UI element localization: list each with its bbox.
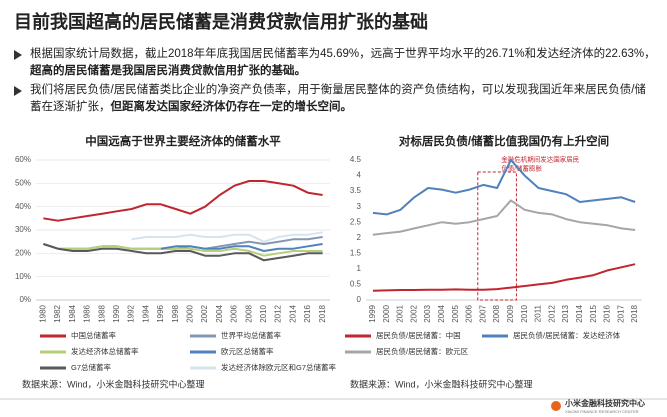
series-line [372, 159, 636, 216]
legend-label: 居民负债/居民储蓄：中国 [376, 330, 461, 340]
bullet-list: 根据国家统计局数据，截止2018年年底我国居民储蓄率为45.69%，远高于世界平… [12, 46, 657, 118]
logo-en: XIAOMI FINANCE RESEARCH CENTER [565, 409, 639, 414]
series-line [131, 231, 323, 243]
legend-label: 居民负债/居民储蓄：欧元区 [376, 346, 469, 356]
y-tick-label: 1.5 [350, 248, 362, 257]
bullet-icon [14, 50, 22, 60]
x-tick-label: 1986 [83, 304, 92, 322]
series-line [43, 243, 323, 257]
annotation: 负债/储蓄膨胀 [501, 164, 542, 173]
bullet-icon [14, 86, 22, 96]
x-tick-label: 2016 [603, 304, 612, 322]
y-tick-label: 0.5 [350, 280, 362, 289]
x-tick-label: 2008 [492, 304, 501, 322]
y-tick-label: 20% [15, 248, 31, 257]
y-tick-label: 0% [19, 295, 31, 304]
legend-label: 发达经济体除欧元区和G7总储蓄率 [221, 362, 337, 372]
x-tick-label: 1996 [156, 304, 165, 322]
bullet-text: 根据国家统计局数据，截止2018年年底我国居民储蓄率为45.69%，远高于世界平… [30, 48, 656, 60]
legend-label: 世界平均总储蓄率 [221, 330, 281, 340]
legend-label: G7总储蓄率 [71, 362, 112, 372]
x-tick-label: 2000 [382, 304, 391, 322]
x-tick-label: 2014 [575, 304, 584, 322]
x-tick-label: 2002 [409, 304, 418, 322]
x-tick-label: 2018 [630, 304, 639, 322]
x-tick-label: 2004 [437, 304, 446, 322]
x-tick-label: 2005 [451, 304, 460, 322]
x-tick-label: 2011 [534, 304, 543, 322]
y-tick-label: 4 [357, 171, 362, 180]
x-tick-label: 2018 [318, 304, 327, 322]
x-tick-label: 2012 [274, 304, 283, 322]
bullet-text: 我们将居民负债/居民储蓄类比企业的净资产负债率，用于衡量居民整体的资产负债结构，… [30, 84, 646, 113]
x-tick-label: 1988 [97, 304, 106, 322]
y-tick-label: 3.5 [350, 186, 362, 195]
x-tick-label: 2006 [230, 304, 239, 322]
series-line [160, 243, 323, 252]
legend-label: 发达经济体总储蓄率 [71, 346, 139, 356]
x-tick-label: 1998 [171, 304, 180, 322]
logo: 小米金融科技研究中心 [564, 398, 645, 408]
x-tick-label: 2010 [520, 304, 529, 322]
x-tick-label: 2008 [244, 304, 253, 322]
series-line [43, 243, 323, 262]
x-tick-label: 2012 [547, 304, 556, 322]
x-tick-label: 2015 [589, 304, 598, 322]
annotation: 金融危机期间发达国家居民 [501, 155, 579, 164]
x-tick-label: 2004 [215, 304, 224, 322]
source: 数据来源：Wind，小米金融科技研究中心整理 [350, 378, 533, 389]
legend-label: 欧元区总储蓄率 [221, 346, 274, 356]
bullet: 我们将居民负债/居民储蓄类比企业的净资产负债率，用于衡量居民整体的资产负债结构，… [12, 82, 657, 116]
x-tick-label: 2006 [465, 304, 474, 322]
x-tick-label: 2007 [478, 304, 487, 322]
y-tick-label: 50% [15, 178, 31, 187]
highlight-box [477, 171, 517, 301]
x-tick-label: 2009 [506, 304, 515, 322]
x-tick-label: 1994 [141, 304, 150, 322]
x-tick-label: 2013 [561, 304, 570, 322]
bullet-bold: 超高的居民储蓄是我国居民消费贷款信用扩张的基础。 [30, 65, 306, 77]
y-tick-label: 60% [15, 155, 31, 164]
x-tick-label: 1982 [53, 304, 62, 322]
y-tick-label: 2 [357, 233, 362, 242]
y-tick-label: 1 [357, 264, 362, 273]
series-line [372, 199, 636, 236]
x-tick-label: 1990 [112, 304, 121, 322]
series-line [372, 263, 636, 292]
x-tick-label: 2010 [259, 304, 268, 322]
x-tick-label: 2016 [303, 304, 312, 322]
source: 数据来源：Wind，小米金融科技研究中心整理 [22, 378, 205, 389]
bullet-bold: 但距离发达国家经济体仍存在一定的增长空间。 [110, 101, 353, 113]
legend-label: 居民负债/居民储蓄：发达经济体 [513, 330, 621, 340]
slide-title: 目前我国超高的居民储蓄是消费贷款信用扩张的基础 [14, 12, 428, 32]
x-tick-label: 2014 [288, 304, 297, 322]
x-tick-label: 2017 [616, 304, 625, 322]
y-tick-label: 2.5 [350, 217, 362, 226]
x-tick-label: 2003 [423, 304, 432, 322]
x-tick-label: 1999 [368, 304, 377, 322]
x-tick-label: 2002 [200, 304, 209, 322]
legend-label: 中国总储蓄率 [71, 330, 116, 340]
x-tick-label: 1992 [127, 304, 136, 322]
chart-title: 对标居民负债/储蓄比值我国仍有上升空间 [399, 134, 609, 148]
y-tick-label: 0 [357, 295, 362, 304]
series-line [43, 180, 323, 222]
chart-title: 中国远高于世界主要经济体的储蓄水平 [85, 134, 281, 148]
y-tick-label: 10% [15, 272, 31, 281]
y-tick-label: 3 [357, 202, 362, 211]
y-tick-label: 40% [15, 202, 31, 211]
x-tick-label: 2001 [396, 304, 405, 322]
y-tick-label: 30% [15, 225, 31, 234]
x-tick-label: 2000 [185, 304, 194, 322]
bullet: 根据国家统计局数据，截止2018年年底我国居民储蓄率为45.69%，远高于世界平… [12, 46, 657, 80]
x-tick-label: 1980 [38, 304, 47, 322]
logo-icon [551, 401, 561, 411]
y-tick-label: 4.5 [350, 155, 362, 164]
x-tick-label: 1984 [68, 304, 77, 322]
